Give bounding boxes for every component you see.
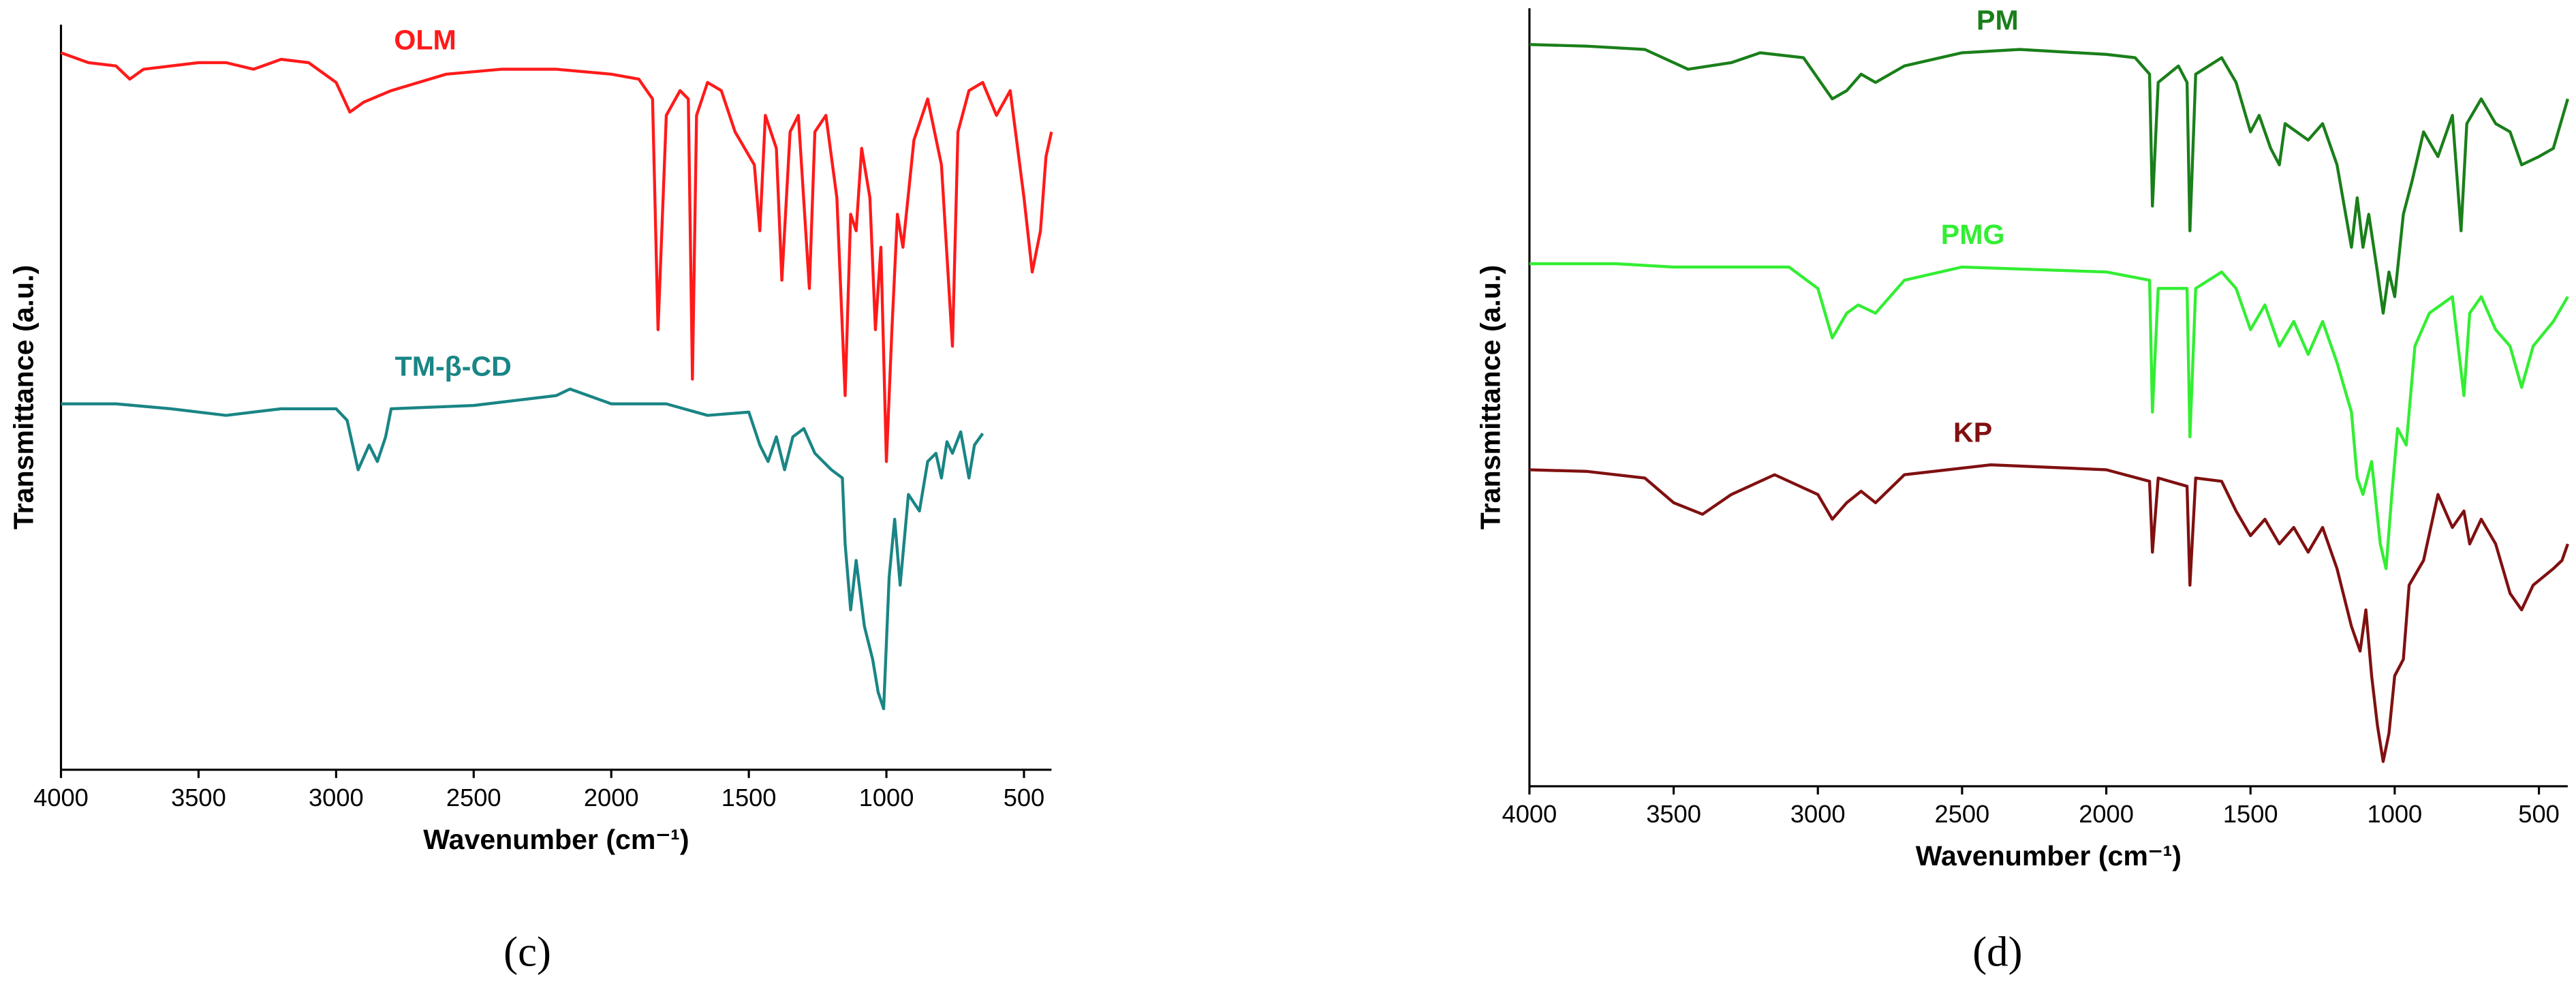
x-tick-label: 1000 [2368, 800, 2423, 828]
x-axis-label: Wavenumber (cm⁻¹) [423, 824, 689, 855]
x-tick-label: 1500 [2223, 800, 2278, 828]
spectrum-line [1529, 43, 2569, 315]
y-axis-label: Transmittance (a.u.) [1474, 265, 1506, 529]
x-tick-label: 3500 [171, 784, 226, 812]
x-tick-label: 3500 [1646, 800, 1701, 828]
x-tick-label: 2500 [446, 784, 501, 812]
x-tick-label: 2500 [1935, 800, 1990, 828]
spectrum-line [60, 51, 1053, 463]
x-tick-label: 1500 [721, 784, 777, 812]
x-tick-label: 500 [2518, 800, 2560, 828]
spectrum-line [61, 387, 984, 711]
x-tick-label: 500 [1004, 784, 1045, 812]
x-tick-label: 3000 [309, 784, 364, 812]
x-tick-label: 2000 [584, 784, 639, 812]
x-tick-label: 3000 [1790, 800, 1846, 828]
spectrum-line [1529, 262, 2569, 570]
x-tick-label: 4000 [1502, 800, 1557, 828]
x-tick-label: 1000 [859, 784, 914, 812]
series-label: TM-β-CD [395, 351, 512, 382]
x-tick-label: 4000 [33, 784, 89, 812]
series-label: PMG [1941, 219, 2005, 250]
panel-caption: (c) [503, 928, 551, 976]
series-label: PM [1976, 5, 2019, 36]
x-tick-label: 2000 [2079, 800, 2134, 828]
series-label: OLM [394, 25, 456, 56]
y-axis-label: Transmittance (a.u.) [7, 265, 39, 529]
spectrum-line [1529, 463, 2569, 763]
panel-caption: (d) [1972, 928, 2022, 976]
x-axis-label: Wavenumber (cm⁻¹) [1916, 840, 2182, 871]
series-label: KP [1953, 416, 1992, 448]
